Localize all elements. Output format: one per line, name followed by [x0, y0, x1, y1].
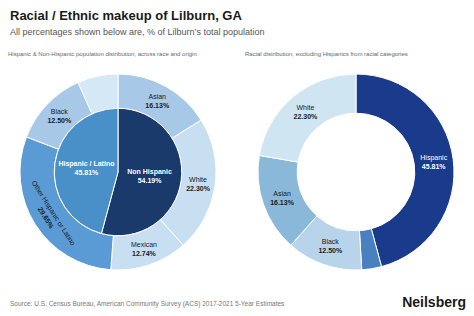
- slice: [54, 108, 118, 233]
- data-label: 16.13%: [145, 102, 170, 109]
- slice-label: Non Hispanic54.19%: [127, 168, 172, 184]
- category-label: Asian: [273, 190, 291, 197]
- slice-label: Asian 16.13%: [270, 190, 295, 206]
- data-label: 12.74%: [132, 250, 157, 257]
- data-label: 22.30%: [294, 113, 319, 120]
- slice-label: Asian 16.13%: [145, 93, 170, 109]
- category-label: Other Hispanic or Latino: [30, 179, 77, 247]
- data-label: 29.65%: [37, 206, 56, 230]
- slice: [78, 74, 118, 114]
- data-labels: Asian 16.13% White 22.30% Mexican 12.74% Other…: [23, 93, 211, 256]
- category-label: Mexican: [131, 241, 157, 248]
- slice-label: White 22.30%: [294, 104, 319, 120]
- donut-chart: Racial distribution, excluding Hispanics…: [245, 51, 454, 270]
- subtitle: All percentages shown below are, % of Li…: [10, 27, 265, 37]
- annotation: Neilsberg: [402, 294, 466, 310]
- data-label: 45.81%: [75, 169, 100, 176]
- data-label: 54.19%: [138, 177, 163, 184]
- ring: [54, 108, 181, 235]
- data-label: 12.50%: [318, 247, 343, 254]
- category-label: Black: [51, 108, 69, 115]
- title: Racial / Ethnic makeup of Lilburn, GA: [10, 8, 242, 23]
- slice-label: Hispanic45.81%: [420, 154, 447, 170]
- slice-label: Other Hispanic or Latino29.65%: [23, 179, 77, 251]
- slice: [258, 155, 317, 245]
- slice-label: Black 12.50%: [318, 238, 343, 254]
- category-label: Asian: [148, 93, 166, 100]
- data-label: 22.30%: [186, 185, 211, 192]
- source: Source: U.S. Census Bureau, American Com…: [10, 300, 285, 308]
- category-label: Hispanic: [420, 154, 447, 162]
- slice: [259, 74, 356, 162]
- chart: Racial / Ethnic makeup of Lilburn, GA All…: [0, 0, 474, 316]
- category-label: White: [189, 176, 207, 183]
- category-label: Hispanic / Latino: [58, 160, 114, 168]
- slice-label: Black 12.50%: [47, 108, 72, 124]
- slice-label: Hispanic / Latino45.81%: [58, 160, 114, 176]
- data-label: 12.50%: [47, 117, 72, 124]
- ring: [20, 74, 216, 270]
- category-label: Black: [322, 238, 340, 245]
- category-label: White: [297, 104, 315, 111]
- data-labels: Hispanic45.81% Black 12.50% Asian 16.13% Whit…: [270, 104, 447, 254]
- slice: [359, 229, 381, 270]
- chart-title: Racial distribution, excluding Hispanics…: [245, 51, 408, 57]
- slice-label: Mexican 12.74%: [131, 241, 157, 257]
- donut-chart: Hispanic & Non-Hispanic population distr…: [8, 51, 216, 270]
- slice-label: White 22.30%: [186, 176, 211, 192]
- chart-title: Hispanic & Non-Hispanic population distr…: [8, 51, 197, 57]
- ring: [258, 74, 454, 270]
- category-label: Non Hispanic: [127, 168, 172, 176]
- data-label: 16.13%: [270, 199, 295, 206]
- data-label: 45.81%: [422, 163, 447, 170]
